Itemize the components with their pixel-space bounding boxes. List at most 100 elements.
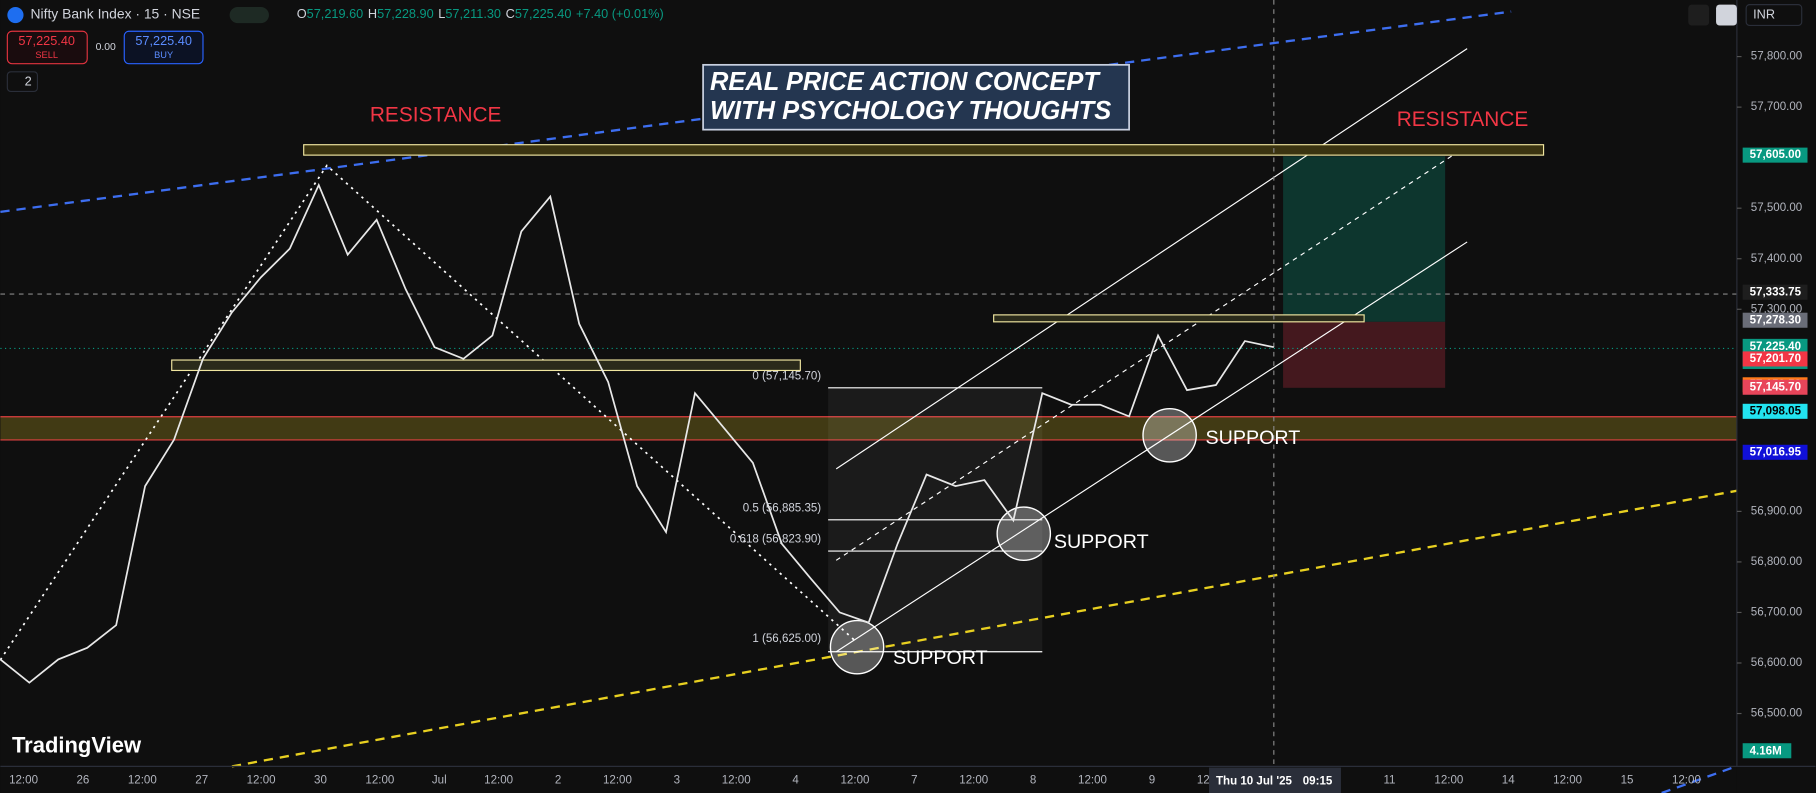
x-tick-label: 12:00 <box>484 774 513 786</box>
x-tick-label: 26 <box>76 774 89 786</box>
support-label: SUPPORT <box>1054 531 1149 553</box>
price-tag-label: 57,098.05 <box>1750 405 1802 417</box>
ohlc-label: H <box>368 6 377 21</box>
x-tick-label: 2 <box>555 774 561 786</box>
y-tick-label: 57,300.00 <box>1751 303 1802 315</box>
ohlc-label: O <box>297 6 307 21</box>
crosshair-time-bg <box>1208 767 1341 793</box>
x-tick-label: Jul <box>432 774 447 786</box>
y-tick-label: 56,700.00 <box>1751 607 1802 619</box>
sell-price[interactable]: 57,225.40 <box>18 33 75 48</box>
resistance-label: RESISTANCE <box>370 103 502 126</box>
price-tag-label: 57,145.70 <box>1750 381 1801 393</box>
sell-button[interactable] <box>6 30 88 65</box>
x-tick-label: 8 <box>1030 774 1036 786</box>
price-tag <box>1742 403 1808 419</box>
support-label: SUPPORT <box>893 647 988 669</box>
resistance-box <box>303 144 1545 156</box>
x-tick-label: 30 <box>314 774 327 786</box>
change: +7.40 (+0.01%) <box>576 6 664 21</box>
x-tick-label: 4 <box>792 774 799 786</box>
ohlc-label: C <box>506 6 515 21</box>
sell-label[interactable]: SELL <box>35 50 58 60</box>
price-tag-label: 57,225.40 <box>1750 341 1801 353</box>
y-tick-label: 56,600.00 <box>1751 657 1802 669</box>
ohlc-value: 57,219.60 <box>307 6 364 21</box>
buy-button[interactable] <box>123 30 204 65</box>
ohlc-value: 57,225.40 <box>515 6 572 21</box>
price-tag-label: 57,278.30 <box>1750 314 1801 326</box>
price-tag <box>1742 147 1808 163</box>
dynamic-layer: 57,800.00 57,700.00 57,500.00 57,400.00 57,3… <box>0 51 1808 793</box>
ohlc-value: 57,228.90 <box>377 6 434 21</box>
price-tag <box>1742 351 1808 367</box>
y-tick-label: 57,400.00 <box>1751 253 1802 265</box>
x-tick-label: 12:00 <box>841 774 870 786</box>
ohlc-value: 57,211.30 <box>445 6 501 21</box>
x-tick-label: 12:00 <box>9 774 38 786</box>
status-pill <box>229 6 269 24</box>
x-tick-label: 12:00 <box>1672 774 1701 786</box>
price-tag <box>1742 379 1808 395</box>
x-tick-label: 12:00 <box>1434 774 1463 786</box>
price-tag-label: 57,016.95 <box>1750 446 1802 458</box>
indicator-count[interactable]: 2 <box>25 74 32 89</box>
x-tick-label: 9 <box>1149 774 1155 786</box>
trend-line <box>1661 762 1744 793</box>
y-tick-label: 56,900.00 <box>1751 505 1802 517</box>
price-tag <box>1742 444 1808 460</box>
x-tick-label: 12:00 <box>1553 774 1582 786</box>
logo: TradingView <box>12 733 142 758</box>
title-line: WITH PSYCHOLOGY THOUGHTS <box>710 97 1111 125</box>
stop-box <box>1283 321 1446 388</box>
x-tick-label: 12:00 <box>959 774 988 786</box>
buy-price[interactable]: 57,225.40 <box>135 33 192 48</box>
level-box <box>993 314 1365 323</box>
crosshair-date: Thu 10 Jul '25 <box>1216 775 1293 787</box>
x-tick-label: 12:00 <box>722 774 751 786</box>
fib-label: 0 (57,145.70) <box>752 370 821 382</box>
x-tick-label: 11 <box>1383 774 1395 786</box>
target-box <box>1283 156 1446 322</box>
resistance-label: RESISTANCE <box>1397 108 1529 131</box>
symbol: Nifty Bank Index · 15 · NSE <box>30 6 200 22</box>
price-tag <box>1742 284 1808 300</box>
price-tag-label: 57,605.00 <box>1750 149 1801 161</box>
volume-tag: 4.16M <box>1750 745 1782 757</box>
support-zone <box>0 416 1737 440</box>
x-tick-label: 12:00 <box>603 774 632 786</box>
x-tick-label: 7 <box>911 774 917 786</box>
price-tag <box>1742 312 1808 328</box>
y-tick-label: 56,500.00 <box>1751 708 1802 720</box>
spread: 0.00 <box>96 42 116 53</box>
x-tick-label: 15 <box>1621 774 1634 786</box>
x-tick-label: 3 <box>674 774 680 786</box>
price-tag-label: 57,201.70 <box>1750 353 1801 365</box>
fib-label: 1 (56,625.00) <box>752 633 821 645</box>
level-box <box>171 359 801 372</box>
currency-select[interactable] <box>1745 4 1803 27</box>
x-tick-label: 12:00 <box>365 774 394 786</box>
support-label: SUPPORT <box>1206 427 1301 449</box>
buy-label[interactable]: BUY <box>154 50 173 60</box>
ohlc: O57,219.60 H57,228.90 L57,211.30 C57,225.40… <box>297 6 664 21</box>
swing-line <box>0 164 858 661</box>
fib-lines <box>828 387 1043 653</box>
currency[interactable]: INR <box>1753 6 1775 21</box>
layout-button[interactable] <box>1716 4 1737 26</box>
volume-tag-bg <box>1742 743 1792 759</box>
title-line: REAL PRICE ACTION CONCEPT <box>710 68 1101 96</box>
symbol-icon <box>7 6 24 24</box>
x-tick-label: 12:00 <box>247 774 276 786</box>
trend-line <box>231 488 1743 768</box>
y-tick-label: 57,700.00 <box>1751 101 1802 113</box>
price-tag-label: 57,333.75 <box>1750 286 1802 298</box>
x-tick-label: 14 <box>1502 774 1515 786</box>
indicator-toggle[interactable] <box>6 71 39 93</box>
download-button[interactable] <box>1688 4 1710 26</box>
y-tick-label: 56,800.00 <box>1751 556 1802 568</box>
support-circles <box>829 407 1197 675</box>
